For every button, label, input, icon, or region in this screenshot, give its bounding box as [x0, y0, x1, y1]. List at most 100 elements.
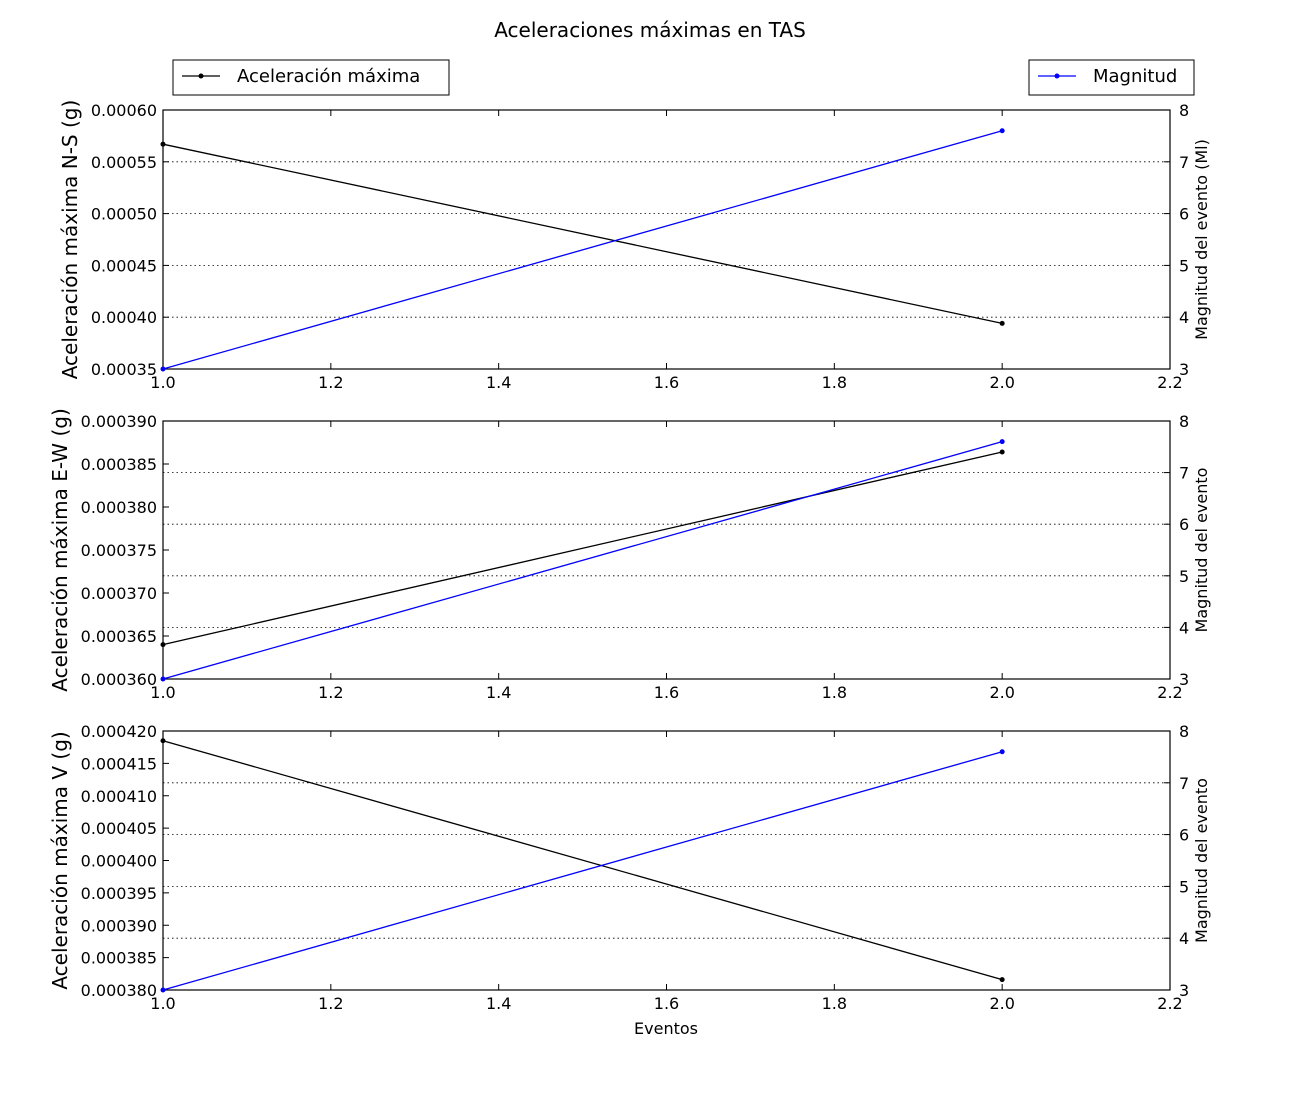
panel-1: 1.0 1.2 1.4 1.6 1.8 2.0 2.2 0.00035 0.00040 0.000…	[58, 100, 1211, 392]
y2-tick-label: 6	[1179, 205, 1189, 224]
panels: 1.0 1.2 1.4 1.6 1.8 2.0 2.2 0.00035 0.00040 0.000…	[48, 100, 1211, 1013]
y-tick-label: 0.000395	[81, 884, 157, 903]
x-tick-label: 1.0	[150, 683, 175, 702]
y2-tick-label: 5	[1179, 567, 1189, 586]
y-tick-label: 0.000365	[81, 627, 157, 646]
legend-right-label: Magnitud	[1093, 66, 1177, 87]
y2-axis-label: Magnitud del evento	[1192, 468, 1211, 633]
x-tick-label: 1.0	[150, 994, 175, 1013]
data-point-magnitud	[999, 128, 1005, 134]
legend-left-marker-swatch	[198, 73, 204, 79]
y-tick-label: 0.000380	[81, 981, 157, 1000]
y-tick-label: 0.00060	[91, 101, 157, 120]
x-tick-label: 2.2	[1157, 683, 1182, 702]
data-point-magnitud	[160, 366, 166, 372]
legend-left: Aceleración máxima	[172, 59, 450, 96]
y-tick-label: 0.00050	[91, 205, 157, 224]
y-axis-label: Aceleración máxima N-S (g)	[58, 100, 82, 380]
y-tick-label: 0.000385	[81, 949, 157, 968]
data-point-aceleracion	[160, 738, 166, 744]
y2-tick-label: 6	[1179, 826, 1189, 845]
plot-frame	[162, 420, 1171, 680]
y2-tick-label: 7	[1179, 464, 1189, 483]
y2-tick-label: 8	[1179, 722, 1189, 741]
data-point-aceleracion	[160, 642, 166, 648]
y-tick-label: 0.000420	[81, 722, 157, 741]
series-line-aceleracion	[162, 451, 1003, 646]
y2-tick-label: 3	[1179, 360, 1189, 379]
plot-frame	[162, 109, 1171, 370]
legend-right-marker-swatch	[1054, 73, 1060, 79]
y2-tick-label: 4	[1179, 308, 1189, 327]
series-line-magnitud	[162, 130, 1003, 370]
x-tick-label: 1.6	[654, 683, 679, 702]
y2-tick-label: 5	[1179, 256, 1189, 275]
x-tick-label: 1.4	[486, 683, 511, 702]
y-tick-label: 0.000370	[81, 584, 157, 603]
y2-tick-label: 4	[1179, 929, 1189, 948]
legend-left-box	[172, 59, 450, 96]
x-tick-label: 1.4	[486, 994, 511, 1013]
data-point-aceleracion	[999, 320, 1005, 326]
x-tick-label: 1.0	[150, 373, 175, 392]
y2-axis-label: Magnitud del evento (Ml)	[1192, 139, 1211, 340]
y-tick-label: 0.000390	[81, 916, 157, 935]
x-tick-label: 2.0	[989, 994, 1014, 1013]
y-axis-label: Aceleración máxima E-W (g)	[48, 408, 72, 692]
legend-left-label: Aceleración máxima	[237, 66, 420, 87]
y-tick-label: 0.00055	[91, 153, 157, 172]
x-tick-label: 1.8	[822, 683, 847, 702]
x-axis-label: Eventos	[634, 1019, 698, 1038]
x-tick-label: 1.4	[486, 373, 511, 392]
x-tick-label: 1.2	[318, 994, 343, 1013]
y-tick-label: 0.000380	[81, 498, 157, 517]
series-line-magnitud	[162, 751, 1003, 991]
data-point-aceleracion	[160, 141, 166, 147]
y-tick-label: 0.000385	[81, 455, 157, 474]
y2-tick-label: 5	[1179, 877, 1189, 896]
y-tick-label: 0.00045	[91, 256, 157, 275]
y-tick-label: 0.000400	[81, 852, 157, 871]
panel-3: 1.0 1.2 1.4 1.6 1.8 2.0 2.2 0.000380 0.000385 0.0…	[48, 722, 1211, 1013]
y-tick-label: 0.00035	[91, 360, 157, 379]
x-tick-label: 1.2	[318, 683, 343, 702]
y-tick-label: 0.000410	[81, 787, 157, 806]
data-point-aceleracion	[999, 449, 1005, 455]
x-tick-label: 2.2	[1157, 994, 1182, 1013]
y2-axis-label: Magnitud del evento	[1192, 778, 1211, 943]
y2-tick-label: 8	[1179, 412, 1189, 431]
data-point-aceleracion	[999, 977, 1005, 983]
panel-2: 1.0 1.2 1.4 1.6 1.8 2.0 2.2 0.000360 0.000365 0.0…	[48, 408, 1211, 702]
legend-right: Magnitud	[1028, 59, 1195, 96]
x-tick-label: 2.2	[1157, 373, 1182, 392]
x-tick-label: 2.0	[989, 373, 1014, 392]
y-tick-label: 0.000405	[81, 819, 157, 838]
x-tick-label: 1.2	[318, 373, 343, 392]
y-tick-label: 0.00040	[91, 308, 157, 327]
x-tick-label: 1.6	[654, 373, 679, 392]
chart-title: Aceleraciones máximas en TAS	[494, 18, 806, 42]
y2-tick-label: 3	[1179, 670, 1189, 689]
x-tick-label: 1.8	[822, 994, 847, 1013]
data-point-magnitud	[999, 749, 1005, 755]
series-line-aceleracion	[162, 740, 1003, 981]
y2-tick-label: 7	[1179, 774, 1189, 793]
data-point-magnitud	[999, 439, 1005, 445]
y-tick-label: 0.000415	[81, 754, 157, 773]
y2-tick-label: 3	[1179, 981, 1189, 1000]
y2-tick-label: 4	[1179, 618, 1189, 637]
y-tick-label: 0.000360	[81, 670, 157, 689]
y-tick-label: 0.000375	[81, 541, 157, 560]
series-line-aceleracion	[162, 143, 1003, 325]
series-line-magnitud	[162, 441, 1003, 680]
x-tick-label: 1.6	[654, 994, 679, 1013]
data-point-magnitud	[160, 987, 166, 993]
x-tick-label: 2.0	[989, 683, 1014, 702]
y2-tick-label: 8	[1179, 101, 1189, 120]
y2-tick-label: 7	[1179, 153, 1189, 172]
y-axis-label: Aceleración máxima V (g)	[48, 731, 72, 989]
plot-frame	[162, 730, 1171, 991]
y2-tick-label: 6	[1179, 515, 1189, 534]
y-tick-label: 0.000390	[81, 412, 157, 431]
